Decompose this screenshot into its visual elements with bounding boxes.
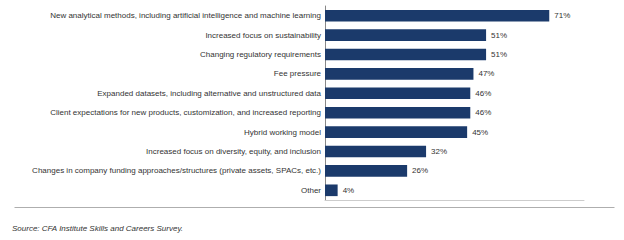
svg-text:4%: 4% xyxy=(343,186,355,195)
svg-text:Hybrid working model: Hybrid working model xyxy=(244,128,321,137)
svg-text:Expanded datasets, including a: Expanded datasets, including alternative… xyxy=(97,89,321,98)
svg-text:Fee pressure: Fee pressure xyxy=(274,69,322,78)
svg-text:26%: 26% xyxy=(412,166,428,175)
svg-text:Client expectations for new pr: Client expectations for new products, cu… xyxy=(50,108,321,117)
svg-text:Changes in company funding app: Changes in company funding approaches/st… xyxy=(32,166,321,175)
svg-text:Source: CFA Institute Skills a: Source: CFA Institute Skills and Careers… xyxy=(12,224,183,233)
svg-text:71%: 71% xyxy=(554,11,570,20)
svg-text:New analytical methods, includ: New analytical methods, including artifi… xyxy=(50,11,321,20)
svg-text:51%: 51% xyxy=(491,50,507,59)
svg-text:47%: 47% xyxy=(478,69,494,78)
svg-text:46%: 46% xyxy=(475,89,491,98)
svg-text:51%: 51% xyxy=(491,31,507,40)
svg-text:Other: Other xyxy=(301,186,321,195)
svg-text:46%: 46% xyxy=(475,108,491,117)
svg-text:Changing regulatory requiremen: Changing regulatory requirements xyxy=(200,50,321,59)
svg-text:45%: 45% xyxy=(472,128,488,137)
svg-text:Increased focus on sustainabil: Increased focus on sustainability xyxy=(205,31,321,40)
svg-text:32%: 32% xyxy=(431,147,447,156)
svg-text:Increased focus on diversity,: Increased focus on diversity, equity, an… xyxy=(146,147,321,156)
